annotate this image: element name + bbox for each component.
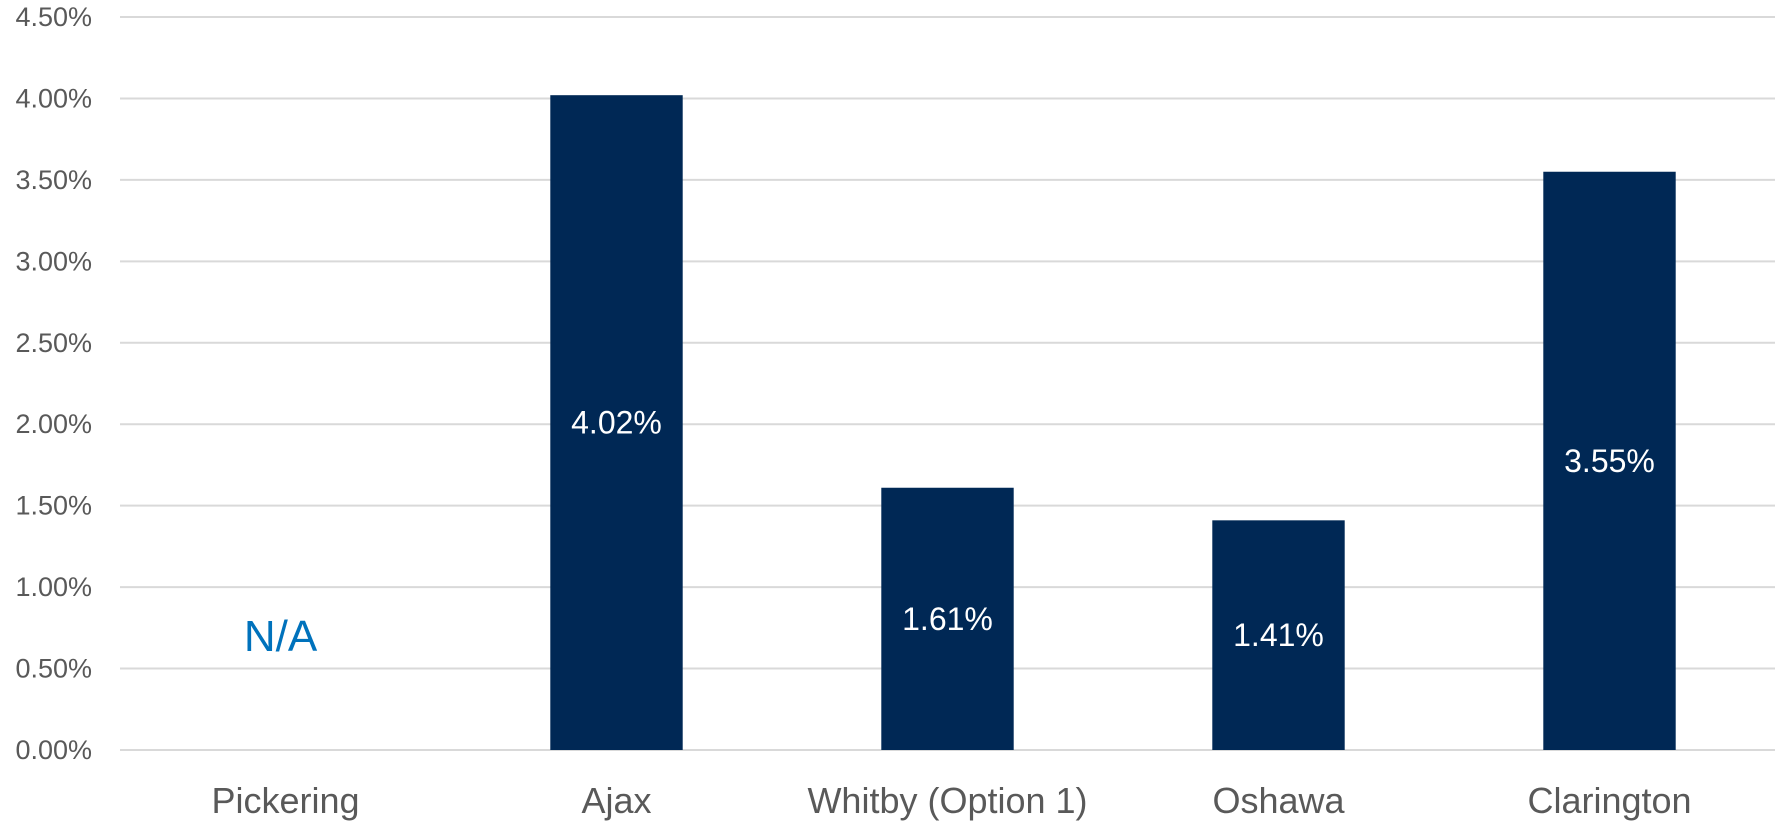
data-label: 1.61% bbox=[902, 601, 993, 637]
y-axis-tick-labels: 0.00% 0.50% 1.00% 1.50% 2.00% 2.50% 3.00% 3.50%… bbox=[15, 2, 92, 765]
y-tick-label: 0.50% bbox=[15, 654, 92, 684]
x-category-label: Pickering bbox=[211, 780, 359, 821]
y-tick-label: 1.50% bbox=[15, 491, 92, 521]
data-label: 1.41% bbox=[1233, 617, 1324, 653]
gridlines bbox=[120, 16, 1775, 751]
y-tick-label: 4.50% bbox=[15, 2, 92, 32]
bar bbox=[1543, 171, 1676, 750]
y-tick-label: 4.00% bbox=[15, 83, 92, 113]
data-label: 3.55% bbox=[1564, 443, 1655, 479]
bar bbox=[550, 95, 683, 751]
y-tick-label: 1.00% bbox=[15, 572, 92, 602]
y-tick-label: 2.50% bbox=[15, 328, 92, 358]
x-category-label: Oshawa bbox=[1212, 780, 1345, 821]
x-category-label: Whitby (Option 1) bbox=[807, 780, 1087, 821]
y-tick-label: 3.00% bbox=[15, 246, 92, 276]
bars bbox=[550, 95, 1676, 751]
data-label: 4.02% bbox=[571, 405, 662, 441]
x-axis-category-labels: Pickering Ajax Whitby (Option 1) Oshawa Clar… bbox=[211, 780, 1691, 821]
x-category-label: Ajax bbox=[581, 780, 651, 821]
na-label: N/A bbox=[244, 612, 318, 661]
y-tick-label: 3.50% bbox=[15, 165, 92, 195]
bar bbox=[1212, 520, 1345, 750]
x-category-label: Clarington bbox=[1527, 780, 1691, 821]
y-tick-label: 0.00% bbox=[15, 735, 92, 765]
bar bbox=[881, 487, 1014, 750]
data-labels: N/A 4.02% 1.61% 1.41% 3.55% bbox=[244, 405, 1655, 661]
y-tick-label: 2.00% bbox=[15, 409, 92, 439]
